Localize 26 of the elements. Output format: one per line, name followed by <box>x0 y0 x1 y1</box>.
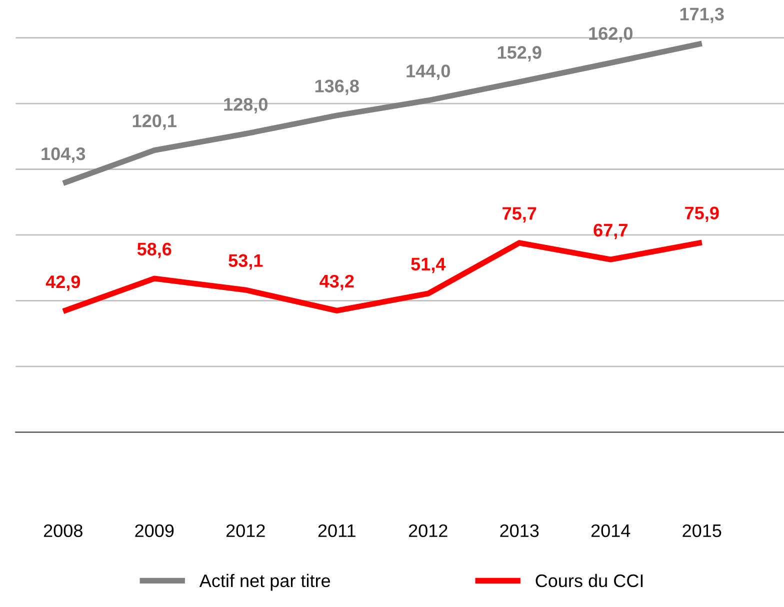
x-tick-label: 2012 <box>226 524 265 538</box>
data-label: 162,0 <box>589 27 632 42</box>
x-tick-label: 2014 <box>591 524 630 538</box>
data-label: 104,3 <box>42 147 86 163</box>
data-label: 53,1 <box>228 254 263 270</box>
data-label: 75,7 <box>502 207 536 222</box>
data-label: 152,9 <box>498 46 542 62</box>
x-tick-label: 2011 <box>318 524 356 538</box>
data-label: 58,6 <box>137 242 172 258</box>
data-label: 42,9 <box>46 275 80 291</box>
data-label: 120,1 <box>132 114 176 130</box>
data-label: 51,4 <box>411 258 446 274</box>
x-tick-label: 2012 <box>408 524 448 538</box>
x-tick-label: 2013 <box>500 524 539 538</box>
data-label: 75,9 <box>685 206 719 222</box>
data-label: 171,3 <box>680 8 724 24</box>
data-label: 136,8 <box>315 80 359 96</box>
data-label: 67,7 <box>594 224 628 240</box>
legend-label: Cours du CCI <box>536 574 643 588</box>
x-tick-label: 2015 <box>682 524 722 538</box>
x-tick-label: 2008 <box>44 524 82 538</box>
data-label: 128,0 <box>224 98 268 114</box>
data-label: 43,2 <box>320 274 354 290</box>
legend-label: Actif net par titre <box>199 574 330 591</box>
x-tick-label: 2009 <box>135 524 174 538</box>
data-label: 144,0 <box>406 64 450 80</box>
